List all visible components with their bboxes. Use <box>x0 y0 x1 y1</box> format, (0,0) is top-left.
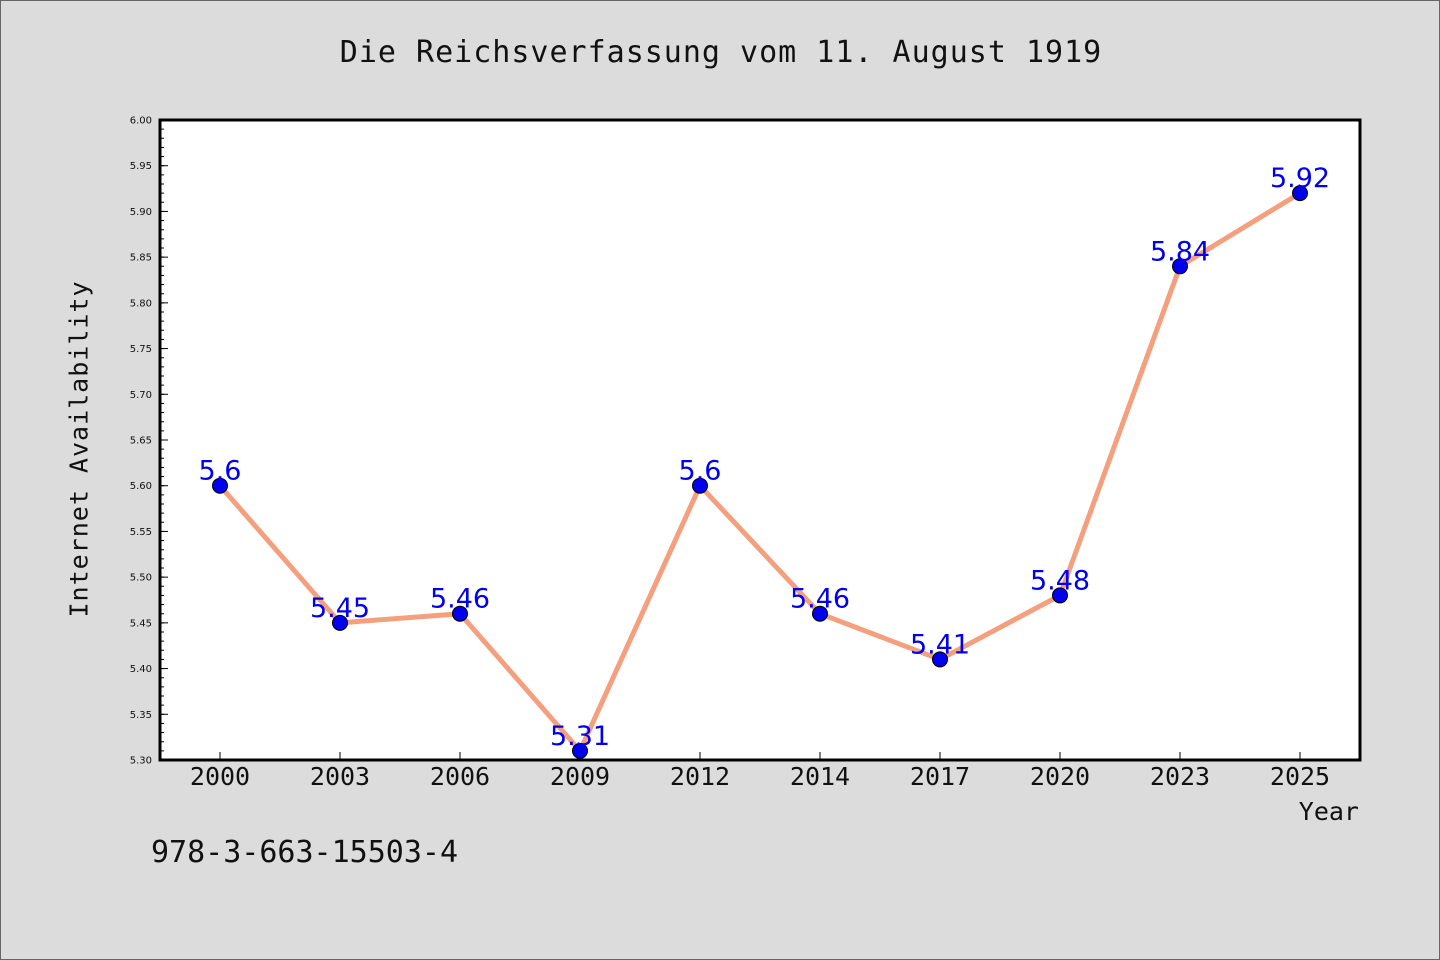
data-point <box>1292 185 1308 202</box>
data-point <box>812 605 828 622</box>
data-label: 5.6 <box>199 456 242 487</box>
data-point <box>932 651 948 668</box>
x-tick-label: 2006 <box>430 762 490 791</box>
data-point <box>212 477 228 494</box>
y-tick-label: 5.30 <box>130 756 152 767</box>
data-label: 5.31 <box>550 721 610 752</box>
y-tick-label: 5.75 <box>130 344 152 355</box>
x-tick-label: 2020 <box>1030 762 1090 791</box>
data-point <box>332 614 348 631</box>
x-tick-label: 2025 <box>1270 762 1330 791</box>
x-tick-label: 2012 <box>670 762 730 791</box>
x-tick-label: 2017 <box>910 762 970 791</box>
y-tick-label: 5.70 <box>130 390 152 401</box>
data-label: 5.46 <box>430 584 490 615</box>
data-label: 5.92 <box>1270 163 1330 194</box>
x-tick-label: 2009 <box>550 762 610 791</box>
x-axis-label: Year <box>1298 797 1359 826</box>
y-tick-label: 5.65 <box>130 436 152 447</box>
y-tick-label: 5.35 <box>130 710 152 721</box>
y-tick-label: 5.55 <box>130 527 152 538</box>
data-label: 5.6 <box>679 456 722 487</box>
data-label: 5.84 <box>1150 236 1210 267</box>
data-point <box>692 477 708 494</box>
data-label: 5.41 <box>910 629 970 660</box>
y-tick-label: 5.90 <box>130 207 152 218</box>
data-label: 5.48 <box>1030 565 1090 596</box>
x-tick-label: 2003 <box>310 762 370 791</box>
x-tick-label: 2000 <box>190 762 250 791</box>
plot-frame <box>158 118 1362 762</box>
chart-title: Die Reichsverfassung vom 11. August 1919 <box>339 35 1103 70</box>
isbn-footnote: 978-3-663-15503-4 <box>151 835 459 870</box>
y-tick-label: 5.85 <box>130 253 152 264</box>
plot-area <box>160 120 1360 760</box>
series-line <box>217 190 1303 754</box>
y-tick-label: 5.60 <box>130 481 152 492</box>
y-tick-label: 5.95 <box>130 161 152 172</box>
x-tick-label: 2014 <box>790 762 850 791</box>
data-point <box>1052 587 1068 604</box>
y-tick-label: 5.40 <box>130 664 152 675</box>
y-tick-label: 5.45 <box>130 618 152 629</box>
y-tick-label: 6.00 <box>130 116 152 127</box>
y-tick-label: 5.50 <box>130 573 152 584</box>
data-label: 5.46 <box>790 584 850 615</box>
data-point <box>1172 258 1188 275</box>
data-label: 5.45 <box>310 593 370 624</box>
x-tick-label: 2023 <box>1150 762 1210 791</box>
data-point <box>572 742 588 759</box>
data-point <box>452 605 468 622</box>
y-tick-label: 5.80 <box>130 298 152 309</box>
